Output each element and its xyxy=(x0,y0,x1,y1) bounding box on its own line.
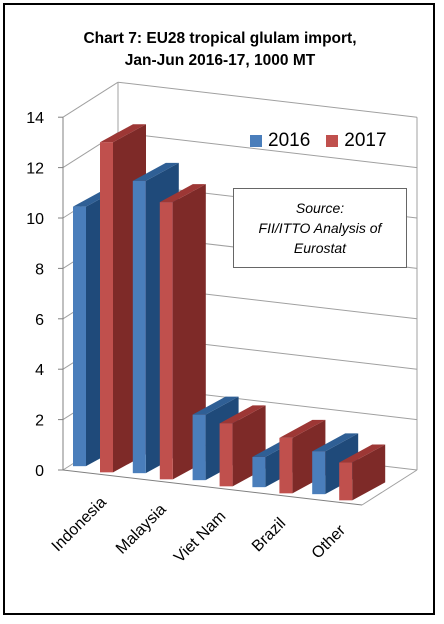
bar-viet-nam-2017 xyxy=(219,423,233,487)
y-tick-label: 10 xyxy=(26,211,44,228)
source-box: Source: FII/ITTO Analysis of Eurostat xyxy=(233,188,407,268)
chart-title-line1: Chart 7: EU28 tropical glulam import, xyxy=(83,30,357,47)
bar-malaysia-2016-top xyxy=(132,162,179,181)
x-tick-label: Malaysia xyxy=(113,501,170,558)
gridline-side xyxy=(62,81,119,118)
y-tick-label: 12 xyxy=(26,161,44,178)
source-line3: Eurostat xyxy=(293,240,347,256)
legend-label-2016: 2016 xyxy=(268,130,311,151)
bar-viet-nam-2017-top xyxy=(219,405,266,424)
source-line1: Source: xyxy=(295,200,345,216)
legend-label-2017: 2017 xyxy=(344,130,387,151)
legend-item-2017: 2017 xyxy=(326,130,387,152)
legend: 2016 2017 xyxy=(250,130,397,152)
bar-malaysia-2016 xyxy=(132,180,146,474)
bar-viet-nam-2016 xyxy=(192,414,206,481)
y-tick-label: 6 xyxy=(35,312,44,329)
bar-indonesia-2017 xyxy=(100,142,113,473)
chart-title-line2: Jan-Jun 2016-17, 1000 MT xyxy=(124,52,316,69)
x-tick-label: Other xyxy=(309,521,350,562)
bar-other-2016-top xyxy=(312,433,359,452)
gridline xyxy=(117,81,418,118)
x-tick-label: Viet Nam xyxy=(171,508,229,566)
floor-right-edge xyxy=(361,469,418,506)
bar-malaysia-2017 xyxy=(159,202,173,480)
y-tick-label: 0 xyxy=(35,463,44,480)
legend-swatch-2016 xyxy=(250,135,262,147)
bar-other-2017-top xyxy=(339,444,386,463)
bar-viet-nam-2016-top xyxy=(192,396,239,415)
x-tick-label: Brazil xyxy=(249,515,289,555)
y-tick-label: 4 xyxy=(35,362,44,379)
y-tick-label: 2 xyxy=(35,413,44,430)
x-tick-label: Indonesia xyxy=(49,494,110,555)
y-tick-label: 14 xyxy=(26,110,44,127)
bar-brazil-2016 xyxy=(252,456,266,488)
bar-other-2017-side xyxy=(352,444,386,501)
bar-indonesia-2016 xyxy=(73,206,86,467)
bar-malaysia-2017-side xyxy=(172,184,206,480)
bar-brazil-2017-top xyxy=(279,419,326,438)
source-line2: FII/ITTO Analysis of xyxy=(258,220,382,236)
legend-swatch-2017 xyxy=(326,135,339,147)
y-tick-label: 8 xyxy=(35,261,44,278)
bar-malaysia-2017-top xyxy=(159,184,206,203)
gridline xyxy=(117,132,418,169)
x-axis xyxy=(62,469,363,506)
chart-title: Chart 7: EU28 tropical glulam import, Ja… xyxy=(0,28,440,72)
bar-other-2016 xyxy=(312,451,326,495)
bar-other-2017 xyxy=(339,462,353,501)
legend-item-2016: 2016 xyxy=(250,130,310,152)
bar-brazil-2017 xyxy=(279,437,293,494)
bar-indonesia-2017-top xyxy=(100,124,146,143)
